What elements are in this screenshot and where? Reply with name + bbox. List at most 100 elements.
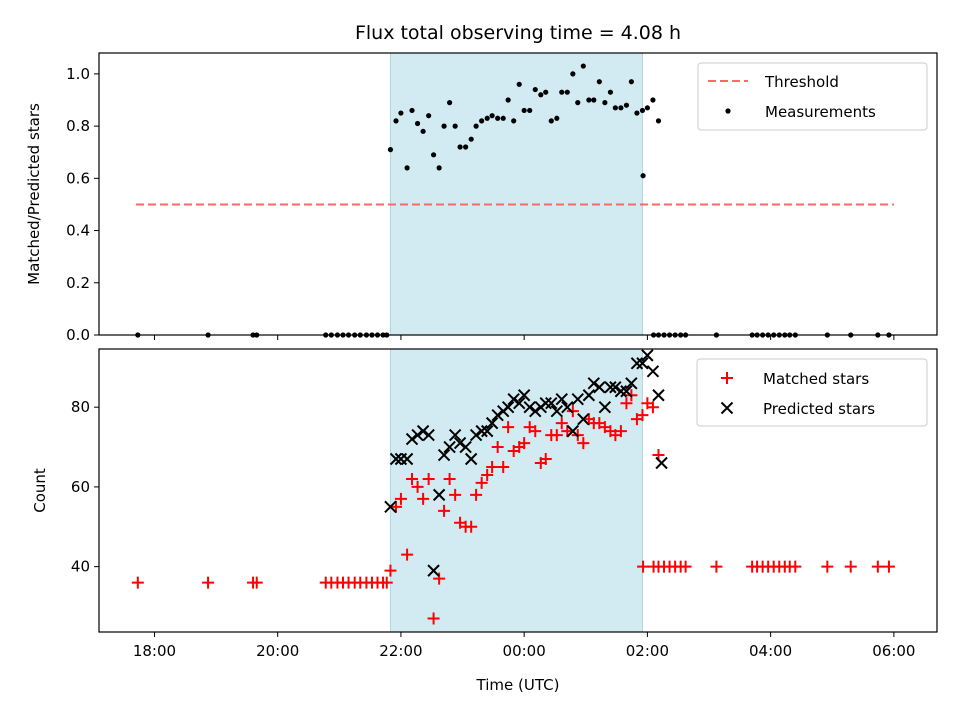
x-axis-label: Time (UTC) [476, 676, 560, 694]
measurement-point [623, 102, 630, 108]
legend-matched-label: Matched stars [763, 370, 869, 388]
legend-matched-swatch [721, 372, 733, 384]
predicted-star-point [469, 428, 483, 442]
matched-star-point [620, 397, 633, 410]
measurement-point [570, 71, 576, 77]
matched-star-point [529, 425, 542, 438]
predicted-star-point [555, 393, 568, 406]
predicted-star-point [545, 397, 558, 410]
predicted-star-point [507, 393, 520, 406]
measurement-point [404, 165, 410, 171]
legend-predicted-swatch [720, 401, 734, 415]
matched-star-point [250, 576, 263, 589]
measurement-point [457, 144, 463, 150]
measurement-point [618, 105, 624, 111]
measurement-point [426, 113, 432, 119]
matched-star-point [614, 425, 627, 438]
measurement-point [580, 63, 586, 69]
x-tick-label: 02:00 [626, 642, 669, 660]
legend-measurements-label: Measurements [765, 103, 876, 121]
top-y-axis: 0.0 0.2 0.4 0.6 0.8 1.0 [66, 65, 99, 344]
matched-star-point [497, 460, 510, 473]
predicted-star-point [501, 400, 515, 414]
bottom-axes-frame [98, 348, 938, 633]
x-tick-label: 18:00 [133, 642, 176, 660]
predicted-star-point [636, 357, 649, 370]
measurement-point [495, 115, 501, 121]
matched-star-point [844, 560, 857, 573]
matched-star-point [710, 560, 723, 573]
bottom-panel: 40 60 80 18:00 20:00 22:00 00:00 02:00 04:00 06:… [31, 348, 938, 694]
predicted-star-point [480, 424, 494, 438]
measurement-point [441, 123, 447, 129]
measurement-point [521, 107, 527, 114]
measurement-point [634, 110, 640, 116]
measurement-point [398, 110, 404, 116]
measurement-point [596, 79, 602, 85]
matched-star-point [637, 560, 650, 573]
measurement-point [591, 97, 597, 103]
x-tick-label: 00:00 [503, 642, 546, 660]
predicted-star-point [491, 408, 504, 422]
predicted-star-point [655, 456, 668, 470]
measurement-point [639, 107, 646, 114]
predicted-star-point [384, 500, 397, 514]
star-count-points [131, 349, 895, 625]
measurement-point [452, 123, 458, 129]
y-tick-label: 0.8 [66, 117, 90, 135]
predicted-star-point [604, 381, 617, 394]
matched-star-point [821, 560, 834, 573]
measurement-point [430, 152, 437, 158]
matched-star-point [882, 560, 895, 573]
predicted-star-point [432, 488, 446, 502]
measurement-point [387, 147, 394, 153]
top-panel: 0.0 0.2 0.4 0.6 0.8 1.0 Matched/Predicted sta… [25, 52, 938, 344]
measurement-point [602, 100, 608, 106]
matched-star-point [789, 560, 802, 573]
predicted-star-point [614, 385, 628, 398]
measurement-point [420, 128, 426, 134]
predicted-star-point [422, 428, 435, 442]
x-tick-label: 20:00 [256, 642, 299, 660]
predicted-star-point [427, 564, 440, 577]
matched-star-point [438, 504, 451, 517]
predicted-star-point [620, 385, 633, 398]
bottom-x-axis: 18:00 20:00 22:00 00:00 02:00 04:00 06:00 [133, 632, 915, 660]
measurement-point [575, 100, 581, 106]
measurement-point [548, 118, 554, 124]
bottom-legend-box [696, 358, 928, 427]
predicted-star-point [475, 424, 488, 438]
matched-star-point [406, 472, 419, 485]
matched-star-point [384, 564, 397, 577]
y-tick-label: 40 [71, 558, 90, 576]
measurement-point [543, 89, 549, 95]
predicted-star-point [464, 452, 478, 466]
matched-star-point [470, 488, 483, 501]
predicted-star-point [566, 424, 580, 438]
measurement-point [532, 86, 538, 93]
bottom-legend: Matched stars Predicted stars [696, 358, 928, 427]
measurement-point [393, 118, 399, 124]
top-observing-span [389, 52, 643, 336]
measurement-point [468, 136, 474, 142]
x-tick-label: 06:00 [872, 642, 915, 660]
matched-star-point [449, 488, 462, 501]
predicted-star-point [582, 389, 596, 402]
predicted-star-point [448, 428, 462, 442]
measurement-point [607, 89, 614, 95]
predicted-star-point [437, 448, 451, 462]
measurement-point [409, 107, 415, 114]
matched-star-point [401, 548, 414, 561]
measurement-point [436, 165, 442, 171]
predicted-star-point [587, 377, 600, 390]
predicted-star-point [593, 381, 606, 394]
measurement-point [559, 89, 565, 95]
predicted-star-point [443, 440, 456, 454]
matched-star-point [427, 612, 440, 625]
y-tick-label: 0.6 [66, 169, 90, 187]
matched-star-point [433, 572, 446, 585]
predicted-star-point [652, 389, 665, 402]
predicted-star-point [513, 397, 526, 410]
y-tick-label: 0.0 [66, 326, 90, 344]
